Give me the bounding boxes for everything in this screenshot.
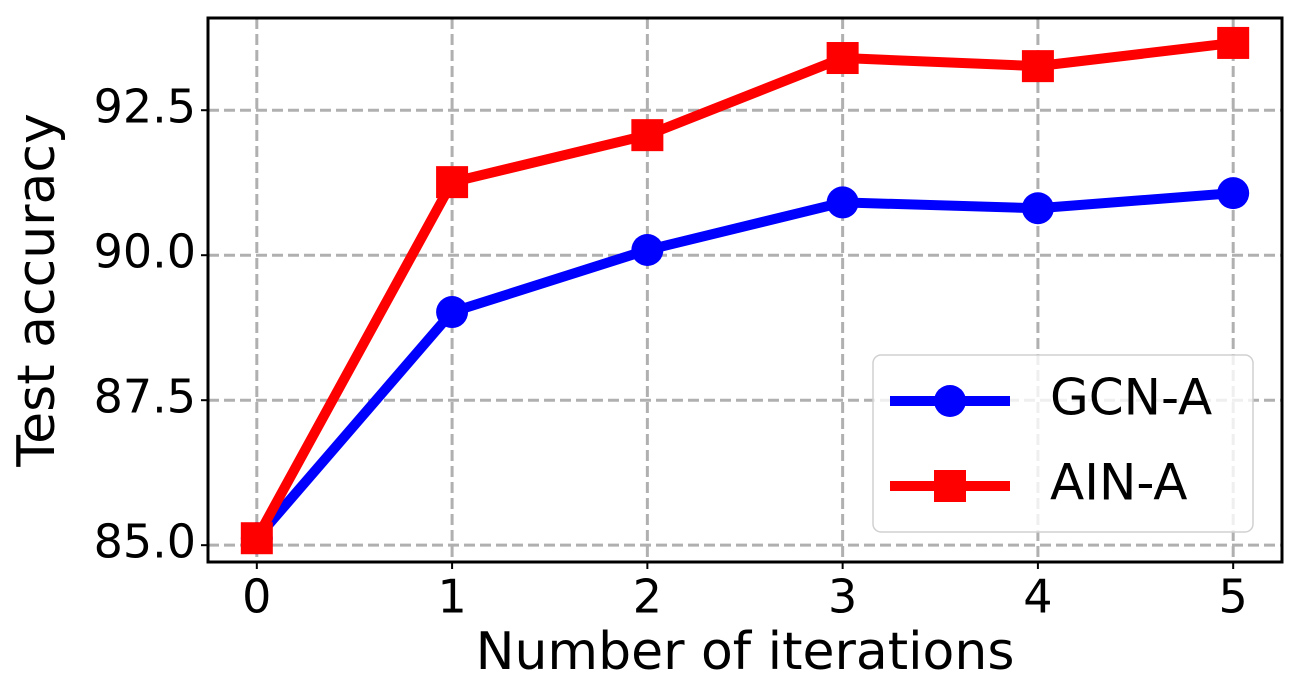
series-line	[252, 37, 1234, 541]
marker	[631, 119, 664, 152]
x-tick-label: 3	[828, 570, 857, 624]
legend-marker	[934, 470, 966, 502]
plot-frame	[206, 16, 1284, 564]
legend-label: AIN-A	[1050, 454, 1188, 512]
x-tick-label: 0	[242, 570, 271, 624]
y-tick-label: 87.5	[94, 370, 196, 424]
legend-label: GCN-A	[1050, 369, 1212, 427]
marker	[1217, 26, 1250, 59]
y-tick-label: 90.0	[94, 225, 196, 279]
marker	[1217, 177, 1250, 210]
legend: GCN-A AIN-A	[872, 354, 1254, 533]
x-tick-label: 2	[633, 570, 662, 624]
x-tick-label: 4	[1023, 570, 1052, 624]
y-tick-label: 85.0	[94, 515, 196, 569]
marker	[436, 296, 469, 329]
marker	[631, 233, 664, 266]
marker	[436, 166, 469, 199]
marker	[1021, 50, 1054, 83]
series-line	[253, 188, 1234, 542]
y-tick-label: 92.5	[94, 80, 196, 134]
marker	[240, 522, 273, 555]
marker	[826, 186, 859, 219]
x-tick-label: 1	[437, 570, 466, 624]
marker	[1021, 192, 1054, 225]
legend-marker	[934, 385, 966, 417]
x-tick-label: 5	[1219, 570, 1248, 624]
x-axis-label: Number of iterations	[476, 622, 1015, 682]
marker	[826, 42, 859, 75]
y-axis-label: Test accuracy	[7, 113, 67, 468]
